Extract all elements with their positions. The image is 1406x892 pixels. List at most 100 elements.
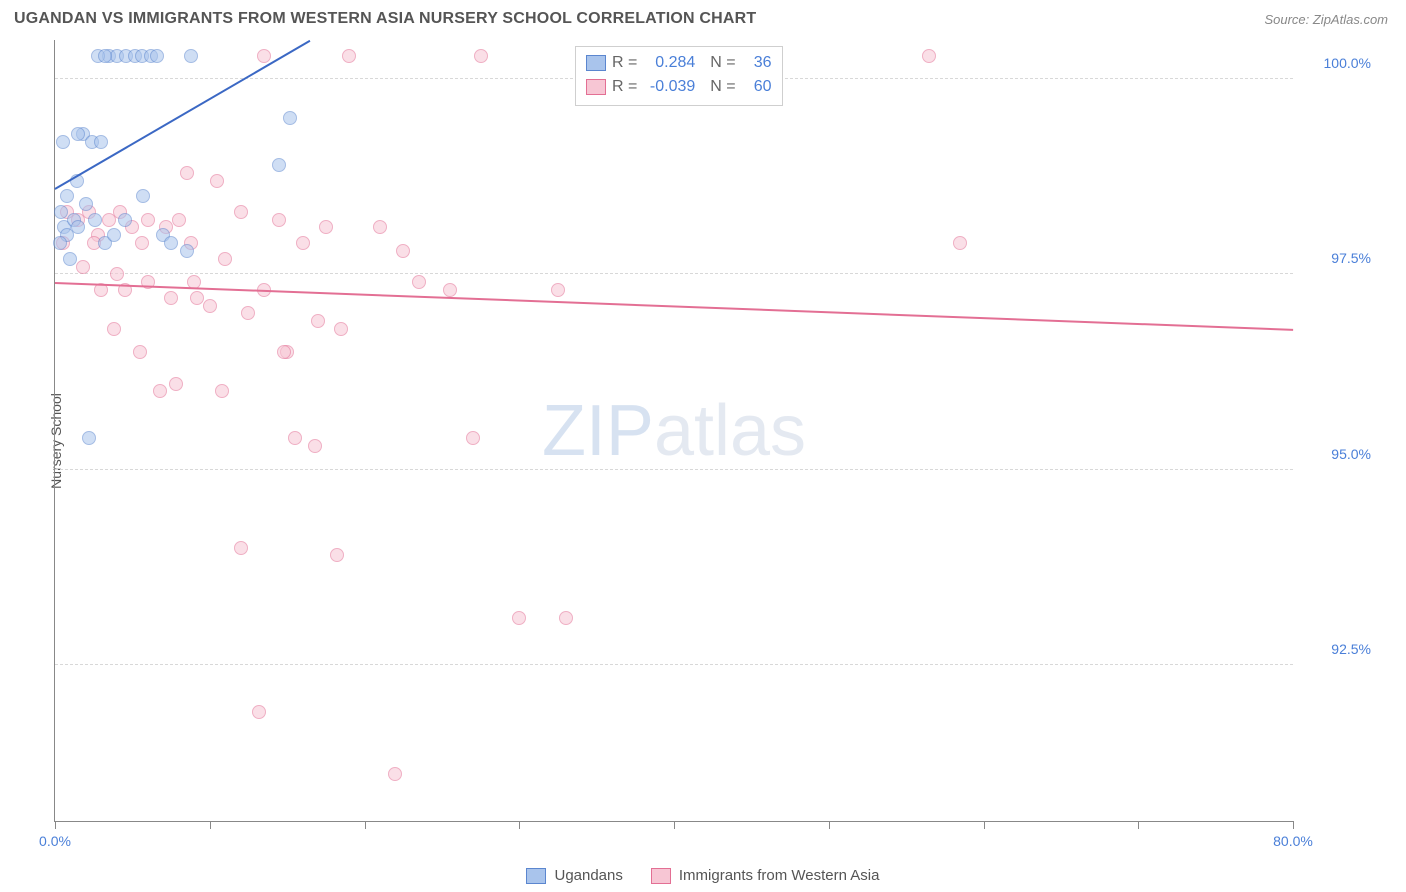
- legend-swatch: [586, 55, 606, 71]
- data-point: [474, 49, 488, 63]
- data-point: [133, 345, 147, 359]
- gridline: [55, 469, 1293, 470]
- data-point: [60, 189, 74, 203]
- x-tick: [55, 821, 56, 829]
- data-point: [215, 384, 229, 398]
- data-point: [210, 174, 224, 188]
- data-point: [551, 283, 565, 297]
- y-tick-label: 95.0%: [1331, 446, 1371, 462]
- watermark: ZIPatlas: [542, 390, 806, 472]
- stat-n-value: 60: [742, 75, 772, 99]
- legend-item: Ugandans: [526, 867, 622, 884]
- legend-swatch: [586, 79, 606, 95]
- stat-n-value: 36: [742, 51, 772, 75]
- data-point: [110, 267, 124, 281]
- x-tick: [365, 821, 366, 829]
- data-point: [88, 213, 102, 227]
- x-tick: [829, 821, 830, 829]
- data-point: [512, 611, 526, 625]
- data-point: [172, 213, 186, 227]
- data-point: [153, 384, 167, 398]
- stat-r-value: 0.284: [643, 51, 695, 75]
- data-point: [311, 314, 325, 328]
- data-point: [330, 548, 344, 562]
- data-point: [136, 189, 150, 203]
- data-point: [76, 260, 90, 274]
- y-tick-label: 100.0%: [1324, 55, 1371, 71]
- data-point: [234, 205, 248, 219]
- data-point: [559, 611, 573, 625]
- data-point: [203, 299, 217, 313]
- stats-row: R =-0.039 N = 60: [586, 75, 772, 99]
- data-point: [373, 220, 387, 234]
- data-point: [334, 322, 348, 336]
- chart-area: Nursery School ZIPatlas 92.5%95.0%97.5%1…: [14, 40, 1388, 842]
- legend-item: Immigrants from Western Asia: [651, 867, 880, 884]
- data-point: [443, 283, 457, 297]
- data-point: [241, 306, 255, 320]
- data-point: [396, 244, 410, 258]
- data-point: [169, 377, 183, 391]
- x-tick: [1293, 821, 1294, 829]
- data-point: [53, 236, 67, 250]
- data-point: [412, 275, 426, 289]
- data-point: [234, 541, 248, 555]
- legend-swatch: [651, 868, 671, 884]
- data-point: [190, 291, 204, 305]
- legend-swatch: [526, 868, 546, 884]
- stat-r-label: R =: [612, 51, 637, 75]
- data-point: [466, 431, 480, 445]
- data-point: [308, 439, 322, 453]
- data-point: [342, 49, 356, 63]
- data-point: [107, 322, 121, 336]
- x-tick-label: 0.0%: [39, 833, 71, 849]
- data-point: [71, 220, 85, 234]
- x-tick: [1138, 821, 1139, 829]
- data-point: [277, 345, 291, 359]
- gridline: [55, 273, 1293, 274]
- stats-box: R =0.284 N =36R =-0.039 N = 60: [575, 46, 783, 106]
- data-point: [252, 705, 266, 719]
- gridline: [55, 664, 1293, 665]
- data-point: [184, 49, 198, 63]
- data-point: [283, 111, 297, 125]
- data-point: [56, 135, 70, 149]
- data-point: [288, 431, 302, 445]
- data-point: [150, 49, 164, 63]
- data-point: [272, 213, 286, 227]
- data-point: [218, 252, 232, 266]
- x-tick: [519, 821, 520, 829]
- y-tick-label: 92.5%: [1331, 641, 1371, 657]
- x-tick: [674, 821, 675, 829]
- stat-n-label: N =: [701, 75, 735, 99]
- x-tick: [210, 821, 211, 829]
- plot-region: ZIPatlas 92.5%95.0%97.5%100.0%0.0%80.0%R…: [54, 40, 1293, 822]
- data-point: [63, 252, 77, 266]
- data-point: [118, 213, 132, 227]
- stats-row: R =0.284 N =36: [586, 51, 772, 75]
- data-point: [107, 228, 121, 242]
- data-point: [319, 220, 333, 234]
- data-point: [164, 236, 178, 250]
- data-point: [388, 767, 402, 781]
- data-point: [98, 49, 112, 63]
- bottom-legend: Ugandans Immigrants from Western Asia: [0, 867, 1406, 884]
- data-point: [272, 158, 286, 172]
- data-point: [79, 197, 93, 211]
- x-tick: [984, 821, 985, 829]
- chart-title: UGANDAN VS IMMIGRANTS FROM WESTERN ASIA …: [14, 10, 756, 28]
- data-point: [71, 127, 85, 141]
- y-tick-label: 97.5%: [1331, 250, 1371, 266]
- chart-header: UGANDAN VS IMMIGRANTS FROM WESTERN ASIA …: [0, 0, 1406, 34]
- legend-label: Ugandans: [554, 867, 622, 884]
- stat-r-label: R =: [612, 75, 637, 99]
- data-point: [922, 49, 936, 63]
- legend-label: Immigrants from Western Asia: [679, 867, 880, 884]
- data-point: [135, 236, 149, 250]
- x-tick-label: 80.0%: [1273, 833, 1313, 849]
- trend-line: [55, 282, 1293, 331]
- data-point: [164, 291, 178, 305]
- stat-r-value: -0.039: [643, 75, 695, 99]
- data-point: [953, 236, 967, 250]
- data-point: [141, 213, 155, 227]
